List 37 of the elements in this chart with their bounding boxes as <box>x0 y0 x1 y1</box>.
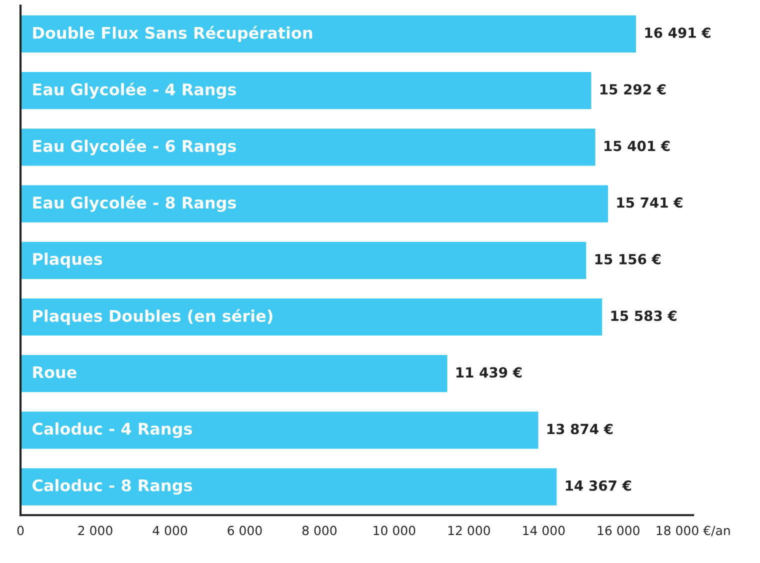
data-label: 15 583 € <box>611 310 676 322</box>
data-label: 15 401 € <box>604 140 670 152</box>
bar <box>20 70 593 110</box>
x-tick-label: 18 000 €/an <box>656 526 730 536</box>
data-label: 15 292 € <box>600 84 666 95</box>
bar <box>20 297 604 337</box>
x-tick-label: 4 000 <box>152 526 188 536</box>
bar <box>20 184 610 224</box>
y-tick-label: Roue <box>33 366 76 378</box>
bar <box>20 14 638 54</box>
y-tick-label: Plaques <box>33 252 102 268</box>
data-label: 15 741 € <box>617 197 682 208</box>
y-tick-label: Caloduc - 4 Rangs <box>32 422 192 438</box>
data-label: 13 874 € <box>547 424 613 434</box>
bar <box>20 240 588 280</box>
x-tick-label: 10 000 <box>374 526 416 536</box>
bar <box>20 354 449 394</box>
x-tick-label: 16 000 <box>598 526 640 536</box>
y-tick-label: Double Flux Sans Récupération <box>33 26 312 42</box>
bar <box>20 410 540 450</box>
y-tick-label: Plaques Doubles (en série) <box>33 308 272 326</box>
x-tick-label: 14 000 <box>523 526 565 536</box>
x-tick-label: 2 000 <box>78 526 112 536</box>
y-tick-label: Caloduc - 8 Rangs <box>32 479 192 495</box>
data-label: 14 367 € <box>566 480 632 491</box>
data-label: 15 156 € <box>595 254 661 264</box>
x-tick-label: 8 000 <box>302 526 337 536</box>
data-label: 11 439 € <box>456 367 522 378</box>
x-tick-label: 0 <box>17 526 24 536</box>
bar <box>20 466 558 507</box>
data-label: 16 491 € <box>645 27 710 38</box>
x-tick-label: 6 000 <box>228 526 262 536</box>
y-tick-label: Eau Glycolée - 8 Rangs <box>33 196 236 212</box>
y-tick-label: Eau Glycolée - 6 Rangs <box>33 139 236 156</box>
y-tick-label: Eau Glycolée - 4 Rangs <box>33 82 236 99</box>
x-tick-label: 12 000 <box>448 526 490 536</box>
bar <box>20 127 597 168</box>
